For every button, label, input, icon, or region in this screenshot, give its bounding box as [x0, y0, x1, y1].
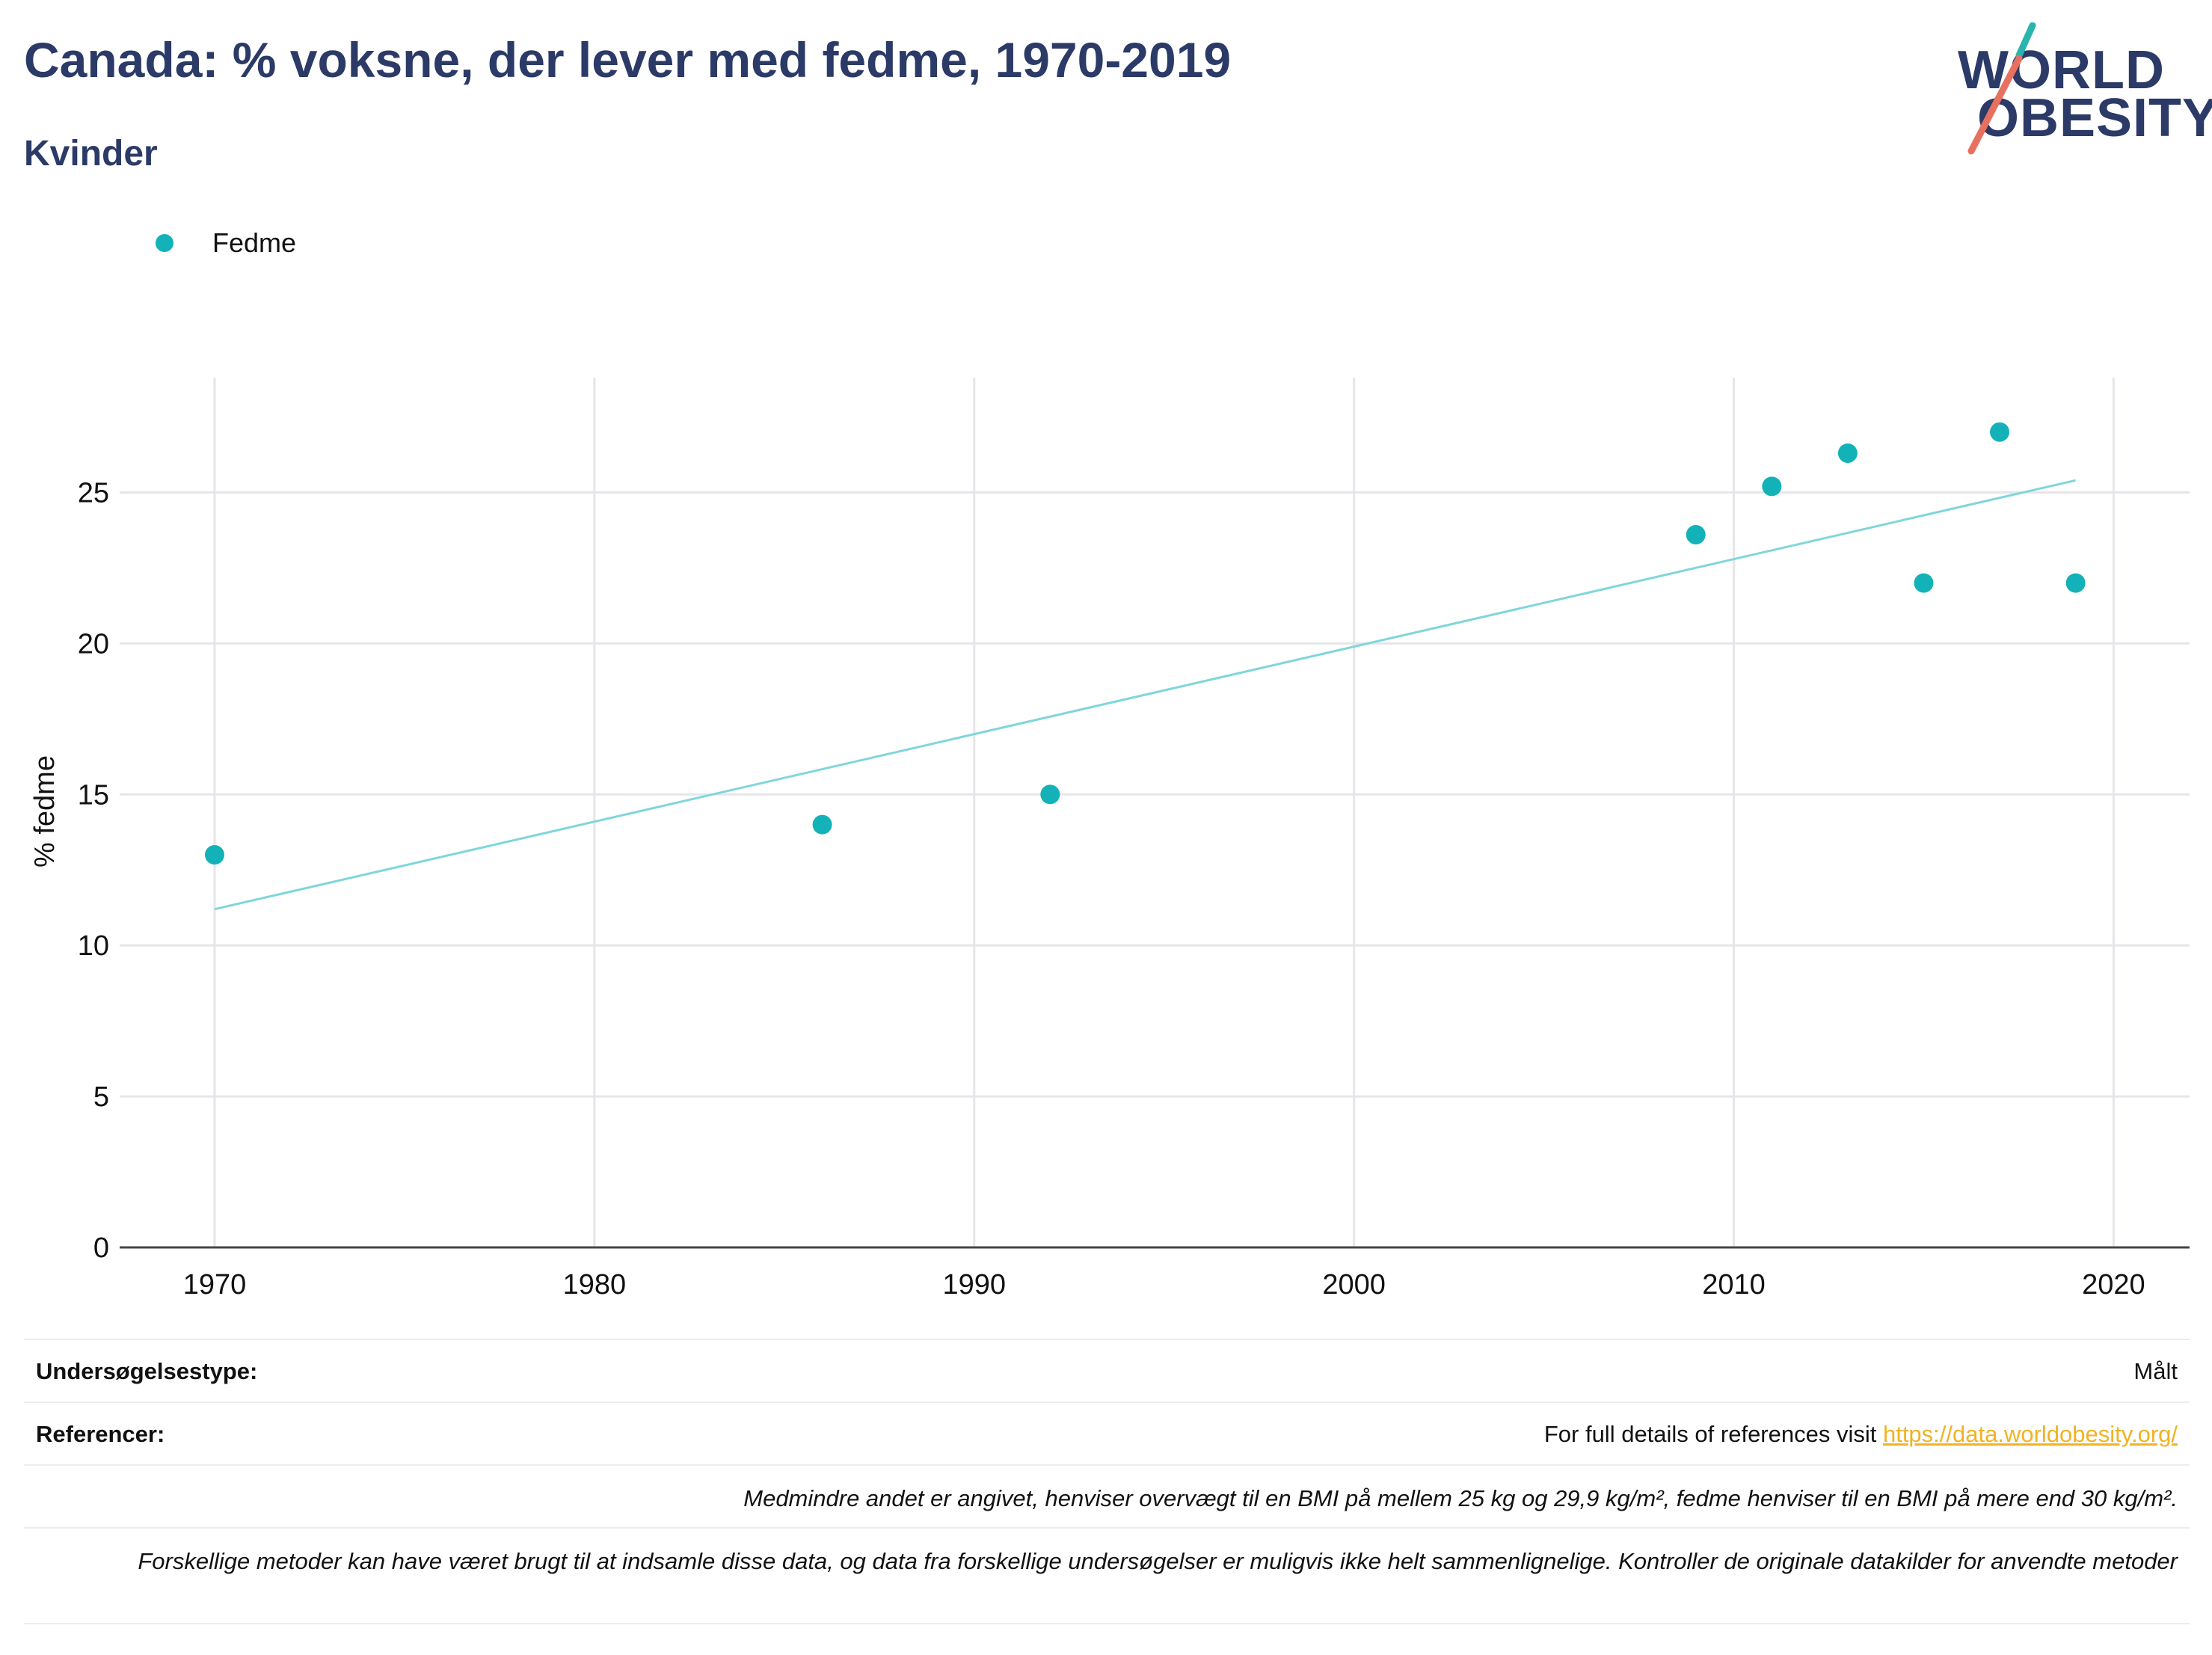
footer-row-survey: Undersøgelsestype: Målt: [24, 1339, 2190, 1401]
scatter-chart: 1970 1980 1990 2000 2010 2020 0 5 10 15 20 25 % fed…: [29, 378, 2190, 1301]
y-tick-label: 20: [78, 628, 109, 660]
y-tick-label: 25: [78, 477, 109, 509]
x-tick-label: 1990: [942, 1269, 1006, 1301]
data-point: [1990, 422, 2010, 442]
data-point: [2065, 573, 2086, 593]
footer-row-bmi-note: Medmindre andet er angivet, henviser ove…: [24, 1464, 2190, 1527]
logo-word-obesity: OBESITY: [1977, 88, 2212, 148]
page-title: Canada: % voksne, der lever med fedme, 1…: [24, 32, 1232, 87]
footer-row-references: Referencer: For full details of referenc…: [24, 1401, 2190, 1464]
survey-type-value: Målt: [2133, 1358, 2178, 1384]
y-tick-label: 5: [93, 1081, 109, 1113]
logo-word-world: WORLD: [1958, 40, 2165, 100]
methods-note: Forskellige metoder kan have været brugt…: [138, 1548, 2178, 1574]
bmi-definition-note: Medmindre andet er angivet, henviser ove…: [743, 1485, 2178, 1511]
references-value: For full details of references visit htt…: [1544, 1421, 2178, 1448]
references-link[interactable]: https://data.worldobesity.org/: [1882, 1421, 2178, 1447]
x-tick-label: 2020: [2082, 1269, 2145, 1301]
logo-slash-icon: [1967, 22, 2036, 155]
survey-type-label: Undersøgelsestype:: [36, 1358, 258, 1384]
legend-label-fedme: Fedme: [212, 227, 297, 258]
data-points: [204, 422, 2086, 865]
data-point: [1914, 573, 1934, 593]
data-point: [1686, 524, 1706, 544]
y-tick-label: 10: [78, 930, 109, 962]
x-tick-label: 2000: [1322, 1269, 1386, 1301]
footer-row-methods-note: Forskellige metoder kan have været brugt…: [24, 1527, 2190, 1624]
y-axis-label: % fedme: [29, 755, 61, 868]
data-point: [1040, 784, 1060, 805]
y-tick-label: 0: [93, 1232, 109, 1264]
chart-grid: [120, 378, 2190, 1247]
references-label: Referencer:: [36, 1421, 165, 1447]
trendline: [214, 479, 2076, 911]
tick-labels: 1970 1980 1990 2000 2010 2020 0 5 10 15 20 25: [78, 477, 2145, 1301]
world-obesity-logo: WORLD OBESITY: [1944, 22, 2212, 157]
page-subtitle: Kvinder: [24, 134, 158, 174]
x-tick-label: 1980: [563, 1269, 627, 1301]
references-text: For full details of references visit: [1543, 1421, 1883, 1447]
y-tick-label: 15: [78, 779, 109, 811]
legend-marker: [156, 234, 173, 252]
data-point: [204, 845, 224, 865]
data-point: [812, 814, 832, 835]
data-point: [1762, 476, 1782, 497]
x-tick-label: 2010: [1702, 1269, 1766, 1301]
trendline-group: [214, 479, 2076, 911]
x-tick-label: 1970: [183, 1269, 247, 1301]
chart-footer: Undersøgelsestype: Målt Referencer: For …: [24, 1339, 2190, 1624]
chart-legend: Fedme: [156, 224, 296, 262]
data-point: [1837, 443, 1858, 463]
